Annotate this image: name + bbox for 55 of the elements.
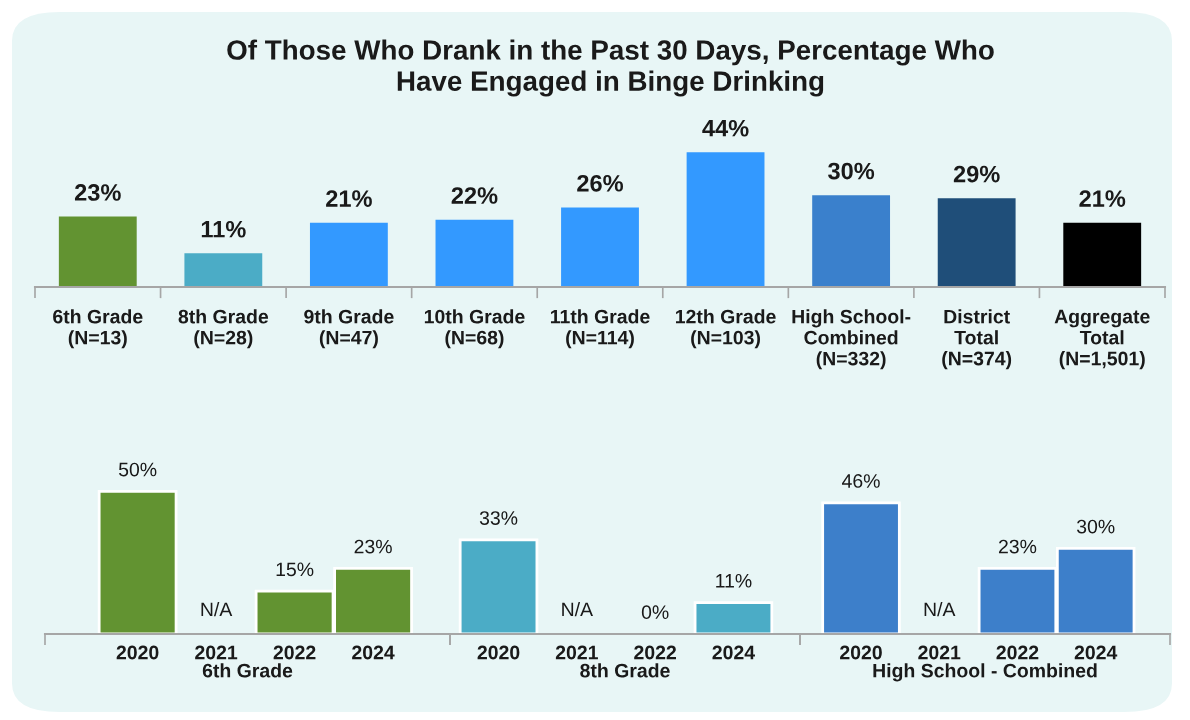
x-tick-label: 2022 xyxy=(273,645,316,660)
x-axis-title: 6th Grade xyxy=(202,663,293,678)
x-axis-title: High School - Combined xyxy=(873,663,1097,682)
data-label: 11% xyxy=(716,573,752,588)
x-tick-label: 8th Grade (N=28) xyxy=(178,309,269,349)
x-tick-label: 2021 xyxy=(195,645,238,660)
data-label: 26% xyxy=(577,174,624,192)
text: N/A xyxy=(924,601,956,617)
data-label: 33% xyxy=(479,511,518,525)
x-tick-label: 2024 xyxy=(712,645,755,660)
x-tick-label: 2020 xyxy=(116,645,159,660)
data-label: 21% xyxy=(326,190,372,207)
x-tick-label: 2022 xyxy=(634,645,676,660)
x-tick-label: 2020 xyxy=(477,645,520,660)
data-label: 23% xyxy=(354,539,392,554)
data-label: 50% xyxy=(118,462,157,477)
x-tick-label: 2024 xyxy=(1074,645,1118,660)
bar xyxy=(58,216,137,287)
data-label: 44% xyxy=(702,119,749,137)
data-label: 22% xyxy=(451,187,498,204)
bar xyxy=(309,222,388,287)
data-label: 15% xyxy=(276,562,314,577)
bar xyxy=(561,207,639,287)
x-tick-label: 12th Grade (N=103) xyxy=(675,309,776,349)
x-tick-label: 10th Grade (N=68) xyxy=(424,309,525,349)
data-label: 11% xyxy=(201,220,246,238)
x-tick-label: Aggregate Total (N=1,501) xyxy=(1054,309,1150,370)
bar xyxy=(184,253,263,287)
bar xyxy=(812,195,891,287)
x-tick-label: District Total (N=374) xyxy=(942,309,1012,370)
data-label: 46% xyxy=(842,474,880,488)
bar xyxy=(1063,222,1142,287)
x-tick-label: 2024 xyxy=(352,645,395,660)
data-label: 21% xyxy=(1079,190,1126,207)
x-tick-label: 2021 xyxy=(555,645,598,660)
x-tick-label: 2020 xyxy=(840,645,882,660)
data-label: 30% xyxy=(1076,519,1115,534)
bar xyxy=(937,198,1016,287)
x-tick-label: 11th Grade (N=114) xyxy=(550,309,650,349)
x-tick-label: 2022 xyxy=(996,645,1039,660)
text: N/A xyxy=(201,601,233,617)
x-axis-title: 8th Grade xyxy=(580,663,670,678)
x-tick-label: 9th Grade (N=47) xyxy=(304,309,394,349)
data-label: 23% xyxy=(998,539,1037,554)
text: N/A xyxy=(562,601,594,617)
bar xyxy=(686,152,765,287)
x-tick-label: 6th Grade (N=13) xyxy=(53,309,143,349)
data-label: 23% xyxy=(74,184,121,201)
bar xyxy=(435,219,514,287)
x-tick-label: 2021 xyxy=(918,645,961,660)
chart-title: Of Those Who Drank in the Past 30 Days, Percentage Who Have Engaged in Binge Drinking xyxy=(227,39,994,97)
data-label: 0% xyxy=(641,605,669,620)
data-label: 29% xyxy=(953,165,1000,183)
data-label: 30% xyxy=(828,162,875,180)
x-tick-label: High School- Combined (N=332) xyxy=(792,309,911,370)
